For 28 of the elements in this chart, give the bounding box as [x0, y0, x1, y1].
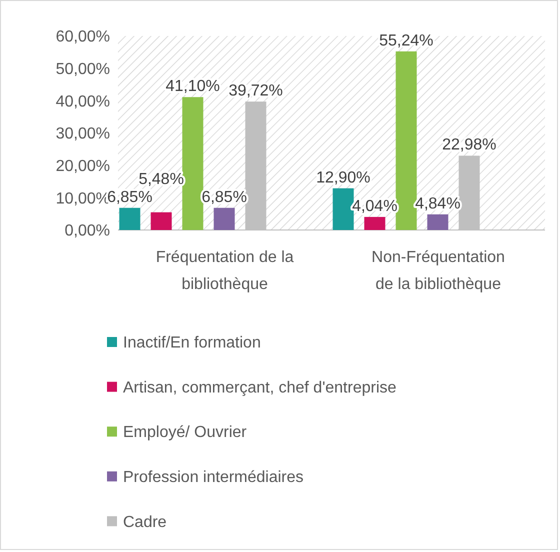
y-tick-label: 0,00% — [64, 222, 110, 240]
data-label: 22,98% — [442, 136, 496, 154]
y-tick-label: 30,00% — [56, 126, 110, 143]
data-label: 12,90% — [316, 169, 370, 186]
bar — [427, 214, 448, 230]
legend-label: Profession intermédiaires — [123, 469, 304, 486]
y-tick-label: 40,00% — [56, 93, 110, 110]
bar — [119, 208, 140, 230]
data-label: 39,72% — [228, 82, 283, 100]
bar — [150, 212, 172, 230]
bar — [182, 97, 204, 230]
legend-label: Cadre — [123, 514, 167, 531]
data-label: 55,24% — [379, 32, 434, 50]
legend-label: Artisan, commerçant, chef d'entreprise — [123, 379, 396, 396]
bar — [364, 216, 386, 230]
x-tick-label: Fréquentation de la bibliothèque — [156, 249, 294, 293]
legend-label: Inactif/En formation — [123, 334, 261, 352]
bar — [214, 208, 235, 230]
y-tick-label: 50,00% — [56, 60, 110, 78]
data-label: 41,10% — [166, 78, 220, 96]
data-label: 6,85% — [107, 188, 152, 206]
bar — [332, 188, 354, 230]
legend-label: Employé/ Ouvrier — [123, 424, 248, 442]
y-tick-label: 10,00% — [56, 190, 110, 208]
x-tick-label: Non-Fréquentation de la bibliothèque — [372, 249, 505, 293]
y-tick-label: 20,00% — [56, 158, 110, 175]
bar — [396, 51, 417, 230]
y-tick-label: 60,00% — [56, 28, 110, 46]
